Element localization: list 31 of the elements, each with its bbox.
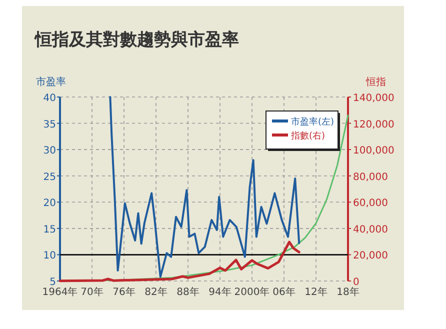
y-tick-label: 35 xyxy=(43,119,56,130)
y-tick-label: 40 xyxy=(43,93,56,104)
y2-tick-label: 0 xyxy=(353,277,360,288)
y2-tick-label: 100,000 xyxy=(353,146,394,157)
y-tick-label: 30 xyxy=(43,146,56,157)
x-tick-label: 18年 xyxy=(336,286,360,298)
y2-tick-label: 40,000 xyxy=(353,224,388,236)
x-tick-label: 70年 xyxy=(80,286,104,298)
y-tick-label: 5 xyxy=(50,277,56,288)
y-tick-label: 15 xyxy=(43,224,56,236)
y-tick-label: 25 xyxy=(43,172,56,183)
legend-label: 指數(右) xyxy=(290,130,326,142)
x-tick-label: 1964年 xyxy=(42,286,78,298)
x-tick-label: 06年 xyxy=(272,286,296,298)
y2-tick-label: 20,000 xyxy=(353,250,388,262)
y2-tick-label: 80,000 xyxy=(353,172,388,183)
y2-axis-title: 恒指 xyxy=(365,76,386,88)
y2-tick-label: 140,000 xyxy=(353,93,394,104)
y2-tick-label: 60,000 xyxy=(353,198,388,210)
y-tick-label: 10 xyxy=(43,250,56,262)
y-axis-title: 市盈率 xyxy=(36,76,66,88)
x-tick-label: 76年 xyxy=(112,286,136,298)
legend-label: 市盈率(左) xyxy=(291,116,334,128)
x-tick-label: 2000年 xyxy=(234,286,270,298)
x-tick-label: 12年 xyxy=(304,286,328,298)
x-tick-label: 82年 xyxy=(144,286,168,298)
y2-tick-label: 120,000 xyxy=(353,119,394,130)
x-tick-label: 88年 xyxy=(176,286,200,298)
chart-title: 恒指及其對數趨勢與市盈率 xyxy=(34,30,239,50)
x-tick-label: 94年 xyxy=(208,286,232,298)
y-tick-label: 20 xyxy=(43,198,56,210)
